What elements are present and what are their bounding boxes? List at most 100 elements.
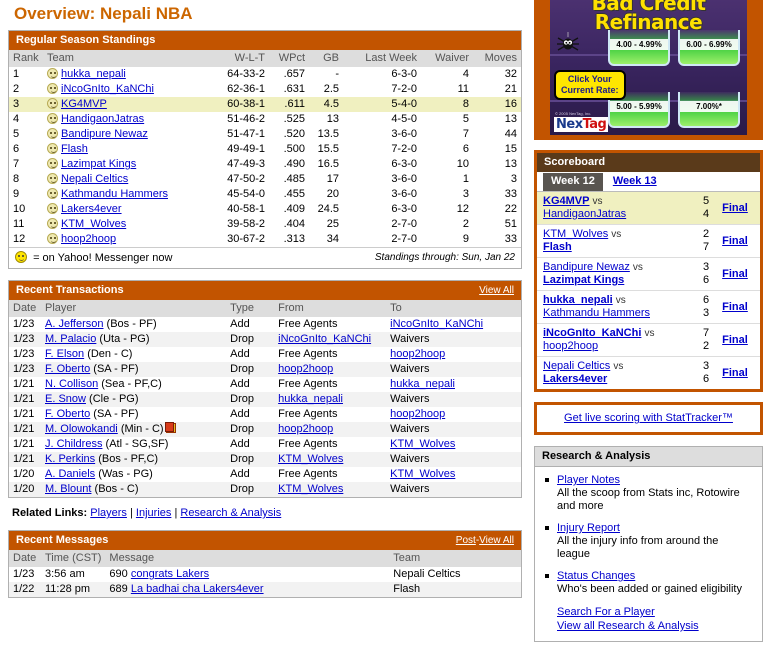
scoreboard-final-link[interactable]: Final [722, 301, 748, 313]
from-team-link[interactable]: KTM_Wolves [278, 483, 344, 495]
scoreboard-tab-1[interactable]: Week 12 [543, 173, 603, 191]
related-link[interactable]: Injuries [135, 507, 172, 519]
scoreboard-away-team-link[interactable]: KTM_Wolves [543, 228, 609, 240]
transaction-cell-type: Drop [226, 362, 275, 377]
player-link[interactable]: F. Oberto [45, 363, 91, 375]
standings-team-link[interactable]: Nepali Celtics [61, 173, 129, 185]
scoreboard-away-team: hukka_nepali vs [543, 294, 698, 307]
player-link[interactable]: F. Elson [45, 348, 85, 360]
messages-body: 1/23 3:56 am 690 congrats Lakers Nepali Cel… [9, 567, 521, 597]
from-team-link[interactable]: KTM_Wolves [278, 453, 344, 465]
related-link[interactable]: Research & Analysis [180, 507, 282, 519]
standings-cell-moves: 33 [504, 233, 517, 245]
standings-team-link[interactable]: KTM_Wolves [61, 218, 127, 230]
standings-team-link[interactable]: Kathmandu Hammers [61, 188, 168, 200]
standings-cell-waiver: 11 [457, 83, 469, 95]
transactions-table: Date Player Type From To 1/23 A. Jefferson (B… [9, 300, 521, 497]
beaker-rate-4[interactable]: 7.00%* [678, 92, 740, 128]
from-team-link[interactable]: hoop2hoop [278, 423, 334, 435]
player-link[interactable]: M. Palacio [45, 333, 97, 345]
to-team-link[interactable]: hukka_nepali [390, 378, 455, 390]
player-link[interactable]: F. Oberto [45, 408, 91, 420]
standings-team-link[interactable]: KG4MVP [61, 98, 107, 110]
transactions-heading-text: Recent Transactions [16, 284, 124, 296]
transactions-header-row: Date Player Type From To [9, 300, 521, 317]
to-team-link[interactable]: iNcoGnIto_KaNChi [390, 318, 484, 330]
scoreboard-home-team-link[interactable]: HandigaonJatras [543, 208, 627, 220]
related-links: Related Links: Players | Injuries | Rese… [8, 501, 522, 521]
standings-col-moves: Moves [473, 50, 521, 67]
ad-cta-button[interactable]: Click Your Current Rate: [554, 70, 626, 100]
standings-cell-wpct: .455 [283, 188, 305, 200]
scoreboard-teams: Bandipure Newaz vs Lazimpat Kings [543, 261, 698, 287]
research-footer-link[interactable]: View all Research & Analysis [557, 620, 699, 632]
to-team-link[interactable]: KTM_Wolves [390, 438, 456, 450]
scoreboard-away-team-link[interactable]: hukka_nepali [543, 294, 613, 306]
advertisement-banner[interactable]: Bad Credit Refinance 4.00 - 4.99% [534, 0, 763, 140]
standings-cell-last-week: 2-7-0 [391, 218, 417, 230]
to-team-link[interactable]: KTM_Wolves [390, 468, 456, 480]
standings-team-link[interactable]: Flash [61, 143, 88, 155]
player-link[interactable]: M. Blount [45, 483, 92, 495]
scoreboard-away-team-link[interactable]: iNcoGnIto_KaNChi [543, 327, 642, 339]
transaction-cell-to: Waivers [386, 392, 521, 407]
message-subject-link[interactable]: La badhai cha Lakers4ever [130, 583, 264, 595]
scoreboard-home-team-link[interactable]: hoop2hoop [543, 340, 599, 352]
table-row: 1/20 A. Daniels (Was - PG) Add Free Agents K… [9, 467, 521, 482]
messages-post-link[interactable]: Post [455, 535, 476, 546]
standings-team-link[interactable]: HandigaonJatras [61, 113, 145, 125]
from-team-link[interactable]: hukka_nepali [278, 393, 343, 405]
transaction-cell-date: 1/21 [9, 422, 41, 437]
bullet-icon [545, 574, 549, 578]
research-item-link[interactable]: Status Changes [557, 570, 636, 582]
standings-team-link[interactable]: Lazimpat Kings [61, 158, 137, 170]
message-cell-text: 690 congrats Lakers [109, 568, 210, 580]
research-item-link[interactable]: Player Notes [557, 474, 620, 486]
standings-team-link[interactable]: iNcoGnIto_KaNChi [61, 83, 154, 95]
scoreboard-away-team-link[interactable]: KG4MVP [543, 195, 590, 207]
standings-team-link[interactable]: Bandipure Newaz [61, 128, 148, 140]
player-link[interactable]: E. Snow [45, 393, 86, 405]
research-item-link[interactable]: Injury Report [557, 522, 620, 534]
message-subject-link[interactable]: congrats Lakers [130, 568, 210, 580]
scoreboard-tab-2[interactable]: Week 13 [605, 173, 665, 191]
transaction-cell-player: M. Blount (Bos - C) [41, 482, 227, 497]
scoreboard-away-team-link[interactable]: Nepali Celtics [543, 360, 611, 372]
scoreboard-final-link[interactable]: Final [722, 334, 748, 346]
scoreboard-home-team-link[interactable]: Flash [543, 241, 572, 253]
standings-team-link[interactable]: Lakers4ever [61, 203, 122, 215]
scoreboard-final-link[interactable]: Final [722, 268, 748, 280]
player-link[interactable]: A. Daniels [45, 468, 96, 480]
player-link[interactable]: M. Olowokandi [45, 423, 118, 435]
scoreboard-home-team-link[interactable]: Lakers4ever [543, 373, 608, 385]
standings-team-link[interactable]: hoop2hoop [61, 233, 117, 245]
beaker-rate-2[interactable]: 6.00 - 6.99% [678, 30, 740, 66]
to-team-link[interactable]: hoop2hoop [390, 408, 446, 420]
transaction-cell-type: Add [230, 438, 250, 450]
player-link[interactable]: N. Collison [45, 378, 99, 390]
scoreboard-tab-link[interactable]: Week 13 [612, 175, 657, 187]
from-team-link[interactable]: hoop2hoop [278, 363, 334, 375]
stattracker-link[interactable]: Get live scoring with StatTracker™ [564, 412, 733, 424]
player-link[interactable]: K. Perkins [45, 453, 96, 465]
scoreboard-final-link[interactable]: Final [722, 202, 748, 214]
transaction-cell-from: KTM_Wolves [274, 482, 387, 497]
player-link[interactable]: A. Jefferson [45, 318, 104, 330]
scoreboard-home-team-link[interactable]: Kathmandu Hammers [543, 307, 650, 319]
message-cell-team: Nepali Celtics [393, 568, 461, 580]
scoreboard-final-link[interactable]: Final [722, 367, 748, 379]
standings-team-link[interactable]: hukka_nepali [61, 68, 126, 80]
transactions-view-all-link[interactable]: View All [479, 285, 514, 296]
messages-view-all-link[interactable]: View All [479, 535, 514, 546]
research-footer-link[interactable]: Search For a Player [557, 606, 655, 618]
related-link[interactable]: Players [90, 507, 127, 519]
player-link[interactable]: J. Childress [45, 438, 103, 450]
scoreboard-away-team-link[interactable]: Bandipure Newaz [543, 261, 630, 273]
scoreboard-final-link[interactable]: Final [722, 235, 748, 247]
to-team-link[interactable]: hoop2hoop [390, 348, 446, 360]
from-team-link[interactable]: iNcoGnIto_KaNChi [278, 333, 372, 345]
scoreboard-away-team: iNcoGnIto_KaNChi vs [543, 327, 698, 340]
beaker-rate-1[interactable]: 4.00 - 4.99% [608, 30, 670, 66]
scoreboard-home-team-link[interactable]: Lazimpat Kings [543, 274, 625, 286]
transaction-cell-from: Free Agents [278, 348, 338, 360]
